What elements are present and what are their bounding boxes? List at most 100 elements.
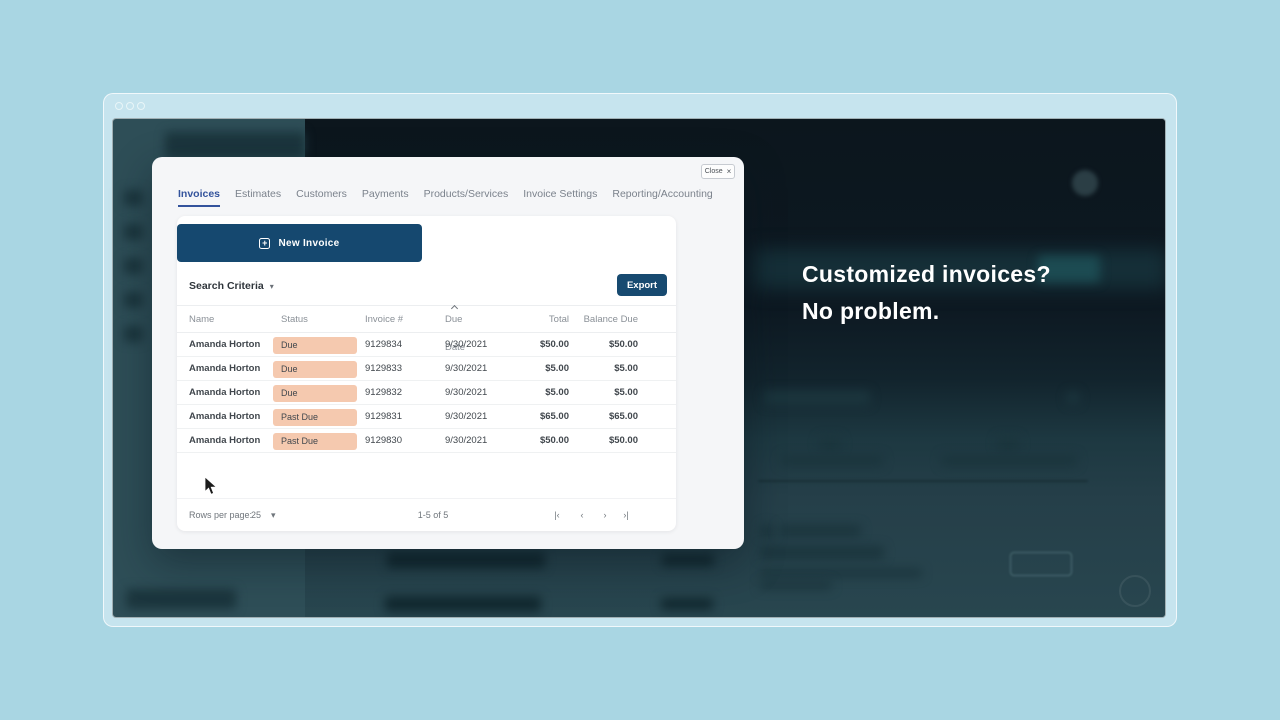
tab-products-services[interactable]: Products/Services	[423, 188, 509, 200]
cell-due-date: 9/30/2021	[445, 435, 488, 446]
status-badge: Due	[273, 336, 357, 354]
blurred-stat-label	[781, 455, 883, 466]
table-row[interactable]: Amanda Horton Due 9129832 9/30/2021 $5.0…	[177, 381, 676, 405]
rows-per-page-select[interactable]: 25	[251, 510, 262, 520]
last-page-button[interactable]: ›|	[623, 510, 629, 520]
tab-customers[interactable]: Customers	[296, 188, 347, 200]
column-header-balance-due[interactable]: Balance Due	[583, 314, 638, 325]
window-control-icon[interactable]	[137, 102, 145, 110]
cell-invoice-number: 9129832	[365, 387, 402, 398]
search-criteria-dropdown[interactable]: Search Criteria ▾	[189, 276, 274, 296]
cell-balance-due: $5.00	[614, 363, 638, 374]
close-icon: ×	[726, 166, 732, 176]
table-pagination: Rows per page: 25 ▾ 1-5 of 5 |‹ ‹ › ›|	[177, 498, 676, 531]
blurred-sidebar-icon	[124, 292, 143, 308]
cell-due-date: 9/30/2021	[445, 387, 488, 398]
invoice-table-body: Amanda Horton Due 9129834 9/30/2021 $50.…	[177, 333, 676, 453]
export-button[interactable]: Export	[617, 274, 667, 296]
previous-page-button[interactable]: ‹	[580, 510, 584, 520]
new-invoice-label: New Invoice	[278, 237, 340, 249]
blurred-subtitle	[760, 546, 884, 559]
next-page-button[interactable]: ›	[603, 510, 607, 520]
blurred-sidebar-icon	[124, 326, 143, 342]
cell-name: Amanda Horton	[189, 387, 261, 398]
due-date-label: Due Date	[445, 314, 466, 353]
cell-balance-due: $50.00	[608, 339, 638, 350]
window-controls	[115, 102, 145, 110]
blurred-sidebar-icon	[124, 224, 143, 240]
blurred-card-title	[764, 391, 870, 405]
tab-invoices[interactable]: Invoices	[178, 188, 221, 207]
chevron-down-icon: ▾	[269, 281, 274, 291]
blurred-text-line	[760, 581, 832, 589]
cell-balance-due: $65.00	[608, 411, 638, 422]
column-header-total[interactable]: Total	[548, 314, 569, 325]
close-button-label: Close	[704, 168, 723, 175]
table-row[interactable]: Amanda Horton Due 9129833 9/30/2021 $5.0…	[177, 357, 676, 381]
blurred-text-line	[760, 569, 922, 577]
tab-invoice-settings[interactable]: Invoice Settings	[523, 188, 598, 200]
blurred-app-logo	[165, 132, 305, 158]
cell-name: Amanda Horton	[189, 339, 261, 350]
cell-total: $65.00	[539, 411, 569, 422]
cell-name: Amanda Horton	[189, 411, 261, 422]
export-label: Export	[626, 279, 658, 291]
table-row[interactable]: Amanda Horton Past Due 9129831 9/30/2021…	[177, 405, 676, 429]
promo-headline-line2: No problem.	[802, 298, 940, 324]
promo-headline: Customized invoices? No problem.	[802, 256, 1051, 330]
column-header-invoice-number[interactable]: Invoice #	[365, 314, 404, 325]
cell-name: Amanda Horton	[189, 435, 261, 446]
cell-total: $5.00	[545, 363, 569, 374]
blurred-outline-button	[1010, 552, 1072, 576]
tab-estimates[interactable]: Estimates	[235, 188, 282, 200]
invoices-modal: Close × Invoices Estimates Customers Pay…	[152, 157, 744, 549]
column-header-name[interactable]: Name	[189, 314, 215, 325]
mouse-cursor	[204, 476, 218, 495]
close-button[interactable]: Close ×	[701, 164, 735, 179]
cell-total: $50.00	[539, 339, 569, 350]
cell-total: $5.00	[545, 387, 569, 398]
cell-invoice-number: 9129831	[365, 411, 402, 422]
window-control-icon[interactable]	[126, 102, 134, 110]
cell-due-date: 9/30/2021	[445, 339, 488, 350]
cell-balance-due: $5.00	[614, 387, 638, 398]
blurred-stat-value	[997, 437, 1019, 451]
promo-headline-line1: Customized invoices?	[802, 261, 1051, 287]
first-page-button[interactable]: |‹	[554, 510, 560, 520]
status-badge: Past Due	[273, 432, 357, 450]
cell-balance-due: $50.00	[608, 435, 638, 446]
cell-invoice-number: 9129833	[365, 363, 402, 374]
tab-reporting-accounting[interactable]: Reporting/Accounting	[612, 188, 713, 200]
cell-due-date: 9/30/2021	[445, 411, 488, 422]
rows-per-page-label: Rows per page:	[189, 510, 253, 520]
blurred-bullet-icon	[760, 524, 774, 538]
window-control-icon[interactable]	[115, 102, 123, 110]
cell-invoice-number: 9129834	[365, 339, 402, 350]
search-criteria-label: Search Criteria	[189, 280, 264, 292]
table-row[interactable]: Amanda Horton Due 9129834 9/30/2021 $50.…	[177, 333, 676, 357]
blurred-caption	[779, 525, 861, 536]
table-header: Name Status Invoice # Due Date Total Bal…	[177, 304, 676, 353]
column-header-status[interactable]: Status	[281, 314, 308, 325]
cell-invoice-number: 9129830	[365, 435, 402, 446]
blurred-list-row	[385, 596, 541, 612]
blurred-stat-label	[941, 455, 1077, 466]
status-badge: Due	[273, 360, 357, 378]
tab-bar: Invoices Estimates Customers Payments Pr…	[178, 188, 713, 207]
cell-total: $50.00	[539, 435, 569, 446]
status-badge: Due	[273, 384, 357, 402]
table-row[interactable]: Amanda Horton Past Due 9129830 9/30/2021…	[177, 429, 676, 453]
blurred-list-row	[387, 552, 545, 568]
new-invoice-button[interactable]: + New Invoice	[177, 224, 422, 262]
cell-due-date: 9/30/2021	[445, 363, 488, 374]
invoices-panel: + New Invoice Search Criteria ▾ Export N…	[177, 216, 676, 531]
status-badge: Past Due	[273, 408, 357, 426]
blurred-card-close	[1067, 392, 1079, 404]
tab-payments[interactable]: Payments	[361, 188, 409, 200]
pagination-range-label: 1-5 of 5	[417, 510, 449, 520]
blurred-list-value	[662, 554, 714, 566]
chevron-down-icon: ▾	[271, 510, 276, 520]
blurred-avatar	[1072, 170, 1098, 196]
cell-name: Amanda Horton	[189, 363, 261, 374]
